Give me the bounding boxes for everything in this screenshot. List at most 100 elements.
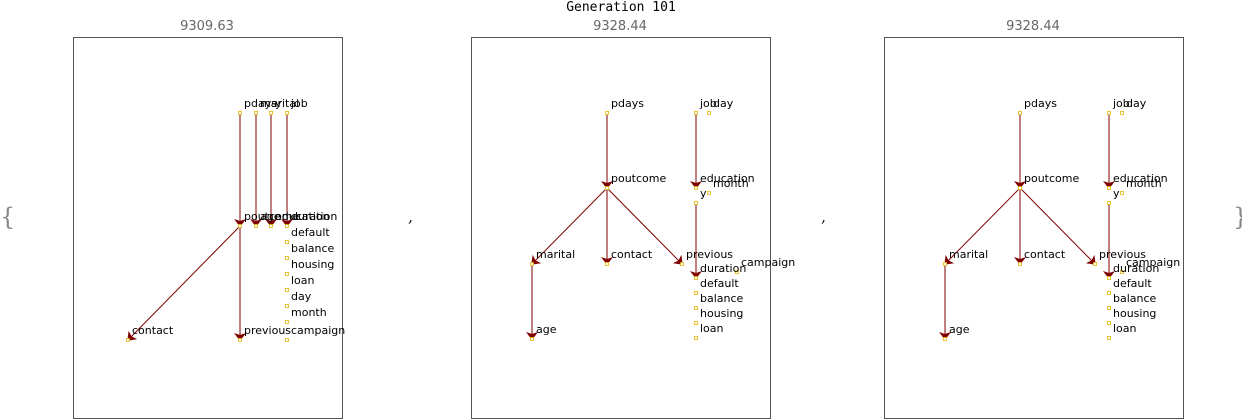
node-label-pdays: pdays bbox=[1024, 97, 1057, 110]
node-marker-default bbox=[285, 240, 289, 244]
edge-poutcome-to-previous bbox=[606, 187, 683, 265]
node-label-default: default bbox=[700, 277, 739, 290]
node-label-previous: previous bbox=[244, 324, 291, 337]
node-marker-pdays bbox=[605, 111, 609, 115]
node-label-marital: marital bbox=[949, 248, 988, 261]
node-marker-loan bbox=[694, 336, 698, 340]
node-marker-day bbox=[285, 304, 289, 308]
close-brace: } bbox=[1233, 203, 1242, 231]
node-label-housing: housing bbox=[700, 307, 743, 320]
node-label-contact: contact bbox=[611, 248, 653, 261]
node-marker-previous bbox=[238, 338, 242, 342]
node-label-housing: housing bbox=[1113, 307, 1156, 320]
node-marker-balance bbox=[1107, 306, 1111, 310]
node-marker-age bbox=[530, 337, 534, 341]
panel-1-score: 9309.63 bbox=[180, 19, 234, 34]
panel-frame bbox=[471, 37, 771, 419]
node-marker-marital bbox=[943, 262, 947, 266]
node-label-duration: duration bbox=[1113, 262, 1159, 275]
edge-poutcome-to-contact bbox=[127, 225, 241, 341]
node-marker-month bbox=[707, 191, 711, 195]
node-label-day: day bbox=[1126, 97, 1147, 110]
node-label-previous: previous bbox=[1099, 248, 1146, 261]
node-marker-loan bbox=[1107, 336, 1111, 340]
node-marker-housing bbox=[694, 321, 698, 325]
node-marker-job bbox=[694, 111, 698, 115]
node-label-y: y bbox=[275, 97, 282, 110]
node-marker-housing bbox=[1107, 321, 1111, 325]
node-label-default: default bbox=[1113, 277, 1152, 290]
node-label-age: age bbox=[536, 323, 557, 336]
node-label-contact: contact bbox=[1024, 248, 1066, 261]
panel-frame bbox=[884, 37, 1184, 419]
node-marker-previous bbox=[1093, 262, 1097, 266]
node-marker-duration bbox=[694, 276, 698, 280]
node-marker-poutcome bbox=[1018, 186, 1022, 190]
node-marker-campaign bbox=[285, 338, 289, 342]
node-label-campaign: campaign bbox=[291, 324, 345, 337]
node-marker-duration bbox=[285, 224, 289, 228]
node-marker-age bbox=[254, 224, 258, 228]
node-label-marital: marital bbox=[536, 248, 575, 261]
node-label-contact: contact bbox=[132, 324, 174, 337]
node-label-marital: marital bbox=[260, 97, 299, 110]
node-marker-job bbox=[285, 111, 289, 115]
node-marker-pdays bbox=[1018, 111, 1022, 115]
edge-poutcome-to-marital bbox=[531, 187, 608, 265]
node-label-y: y bbox=[1113, 187, 1120, 200]
node-marker-education bbox=[1107, 186, 1111, 190]
edge-poutcome-to-previous bbox=[1019, 187, 1096, 265]
panel-3-score: 9328.44 bbox=[1006, 19, 1060, 34]
panel-2-score: 9328.44 bbox=[593, 19, 647, 34]
node-label-education: education bbox=[275, 210, 330, 223]
node-label-y: y bbox=[700, 187, 707, 200]
node-marker-education bbox=[694, 186, 698, 190]
node-label-campaign: campaign bbox=[1126, 256, 1180, 269]
generation-title: Generation 101 bbox=[566, 0, 676, 15]
node-label-education: education bbox=[1113, 172, 1168, 185]
node-marker-pdays bbox=[238, 111, 242, 115]
node-marker-balance bbox=[285, 256, 289, 260]
separator-comma: , bbox=[408, 207, 414, 226]
node-label-month: month bbox=[291, 306, 327, 319]
node-label-poutcome: poutcome bbox=[611, 172, 666, 185]
node-label-day: day bbox=[291, 290, 312, 303]
node-marker-poutcome bbox=[605, 186, 609, 190]
node-label-default: default bbox=[291, 226, 330, 239]
node-label-job: job bbox=[1112, 97, 1130, 110]
node-marker-y bbox=[1107, 201, 1111, 205]
node-marker-job bbox=[1107, 111, 1111, 115]
node-label-previous: previous bbox=[686, 248, 733, 261]
node-marker-day bbox=[1120, 111, 1124, 115]
node-marker-previous bbox=[680, 262, 684, 266]
node-marker-poutcome bbox=[238, 224, 242, 228]
node-label-balance: balance bbox=[291, 242, 335, 255]
separator-comma: , bbox=[821, 207, 827, 226]
edge-poutcome-to-marital bbox=[944, 187, 1021, 265]
node-marker-y bbox=[694, 201, 698, 205]
node-label-age: age bbox=[260, 210, 281, 223]
node-label-duration: duration bbox=[700, 262, 746, 275]
node-label-pdays: pdays bbox=[244, 97, 277, 110]
node-label-day: day bbox=[713, 97, 734, 110]
node-marker-month bbox=[285, 320, 289, 324]
node-marker-balance bbox=[694, 306, 698, 310]
node-marker-marital bbox=[530, 262, 534, 266]
node-marker-loan bbox=[285, 288, 289, 292]
node-label-balance: balance bbox=[1113, 292, 1157, 305]
node-label-poutcome: poutcome bbox=[1024, 172, 1079, 185]
node-label-loan: loan bbox=[1113, 322, 1137, 335]
node-label-job: job bbox=[290, 97, 308, 110]
node-label-campaign: campaign bbox=[741, 256, 795, 269]
node-label-month: month bbox=[713, 177, 749, 190]
node-label-age: age bbox=[949, 323, 970, 336]
node-label-pdays: pdays bbox=[611, 97, 644, 110]
node-label-balance: balance bbox=[700, 292, 744, 305]
open-brace: { bbox=[0, 203, 16, 231]
panel-frame bbox=[73, 37, 343, 419]
node-marker-age bbox=[943, 337, 947, 341]
